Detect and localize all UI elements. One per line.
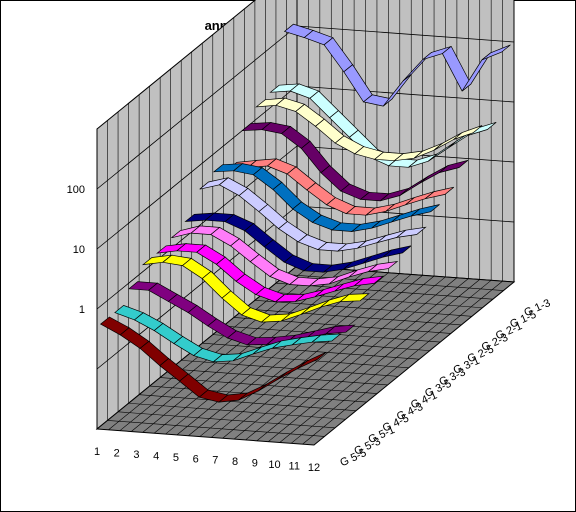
- floor-gridline-depth: [302, 280, 503, 445]
- floor: [95, 265, 516, 446]
- ribbon-segment: [339, 293, 370, 302]
- ribbon-segment: [425, 186, 455, 200]
- floor-gridline-depth: [279, 279, 480, 443]
- ribbon-g-3-5: [184, 212, 412, 273]
- floor-gridline-depth: [222, 275, 423, 439]
- ribbon-g-4-1: [171, 225, 399, 287]
- ribbon-segment: [410, 204, 440, 217]
- ribbon-g-3-3: [199, 177, 427, 252]
- x-tick-label: 5: [173, 452, 179, 464]
- floor-gridline-width: [107, 420, 325, 437]
- x-tick-label: 10: [268, 459, 280, 471]
- floor-gridline-width: [286, 274, 504, 291]
- y-tick-label: G 1-3: [522, 297, 552, 319]
- x-tick-label: 4: [153, 450, 159, 462]
- floor-gridline-width: [202, 342, 420, 360]
- z-tick-label: 100: [67, 184, 85, 196]
- ribbon-g-5-1: [128, 281, 356, 346]
- ribbon-g-4-5: [141, 254, 370, 323]
- floor-gridline-depth: [233, 275, 435, 440]
- floor-gridline-depth: [165, 270, 366, 435]
- floor-gridline-depth: [256, 277, 458, 442]
- ribbon-g-5-5: [99, 316, 327, 403]
- x-tick-label: 3: [133, 449, 139, 461]
- floor-gridline-width: [254, 300, 472, 317]
- ribbon-segment: [367, 260, 399, 273]
- floor-gridline-depth: [290, 280, 492, 444]
- ribbon-segment: [310, 333, 342, 343]
- ribbon-segment: [353, 275, 385, 287]
- z-gridline: [96, 145, 515, 310]
- floor-gridline-width: [149, 385, 367, 403]
- floor-gridline-depth: [268, 278, 469, 442]
- ribbon-g-1-3: [283, 23, 511, 107]
- floor-gridline-width: [128, 402, 346, 420]
- floor-gridline-depth: [199, 273, 400, 437]
- floor-gridline-width: [139, 394, 357, 411]
- x-tick-label: 1: [94, 446, 100, 458]
- floor-gridline-depth: [245, 276, 446, 441]
- ribbon-segment: [439, 159, 469, 173]
- z-tick-label: 1: [79, 304, 85, 316]
- floor-gridline-depth: [211, 274, 412, 438]
- ribbon-g-2-1: [255, 97, 483, 162]
- floor-gridline-width: [181, 360, 399, 377]
- floor-gridline-width: [118, 411, 336, 429]
- ribbon-g-5-3: [114, 305, 342, 363]
- floor-gridline-width: [244, 308, 462, 326]
- x-tick-label: 7: [212, 455, 218, 467]
- x-tick-label: 11: [289, 461, 300, 473]
- x-tick-label: 9: [252, 458, 258, 470]
- ribbon-segment: [325, 324, 356, 335]
- x-tick-label: 12: [308, 462, 320, 474]
- x-tick-label: 8: [232, 456, 238, 468]
- ribbon-g-3-1: [212, 163, 440, 233]
- z-tick-label: 10: [73, 244, 85, 256]
- x-tick-label: 6: [193, 453, 199, 465]
- ribbon-segment: [395, 226, 427, 238]
- ribbon-segment: [382, 245, 412, 258]
- ribbon-segment: [453, 125, 483, 140]
- ribbon-g-4-3: [156, 243, 385, 303]
- ribbon-segment: [297, 351, 327, 369]
- x-tick-label: 2: [114, 447, 120, 459]
- ribbon-g-2-3: [241, 122, 469, 202]
- ribbon-segment: [481, 44, 511, 61]
- floor-gridline-width: [223, 325, 441, 343]
- ribbon-g-2-5: [226, 158, 455, 216]
